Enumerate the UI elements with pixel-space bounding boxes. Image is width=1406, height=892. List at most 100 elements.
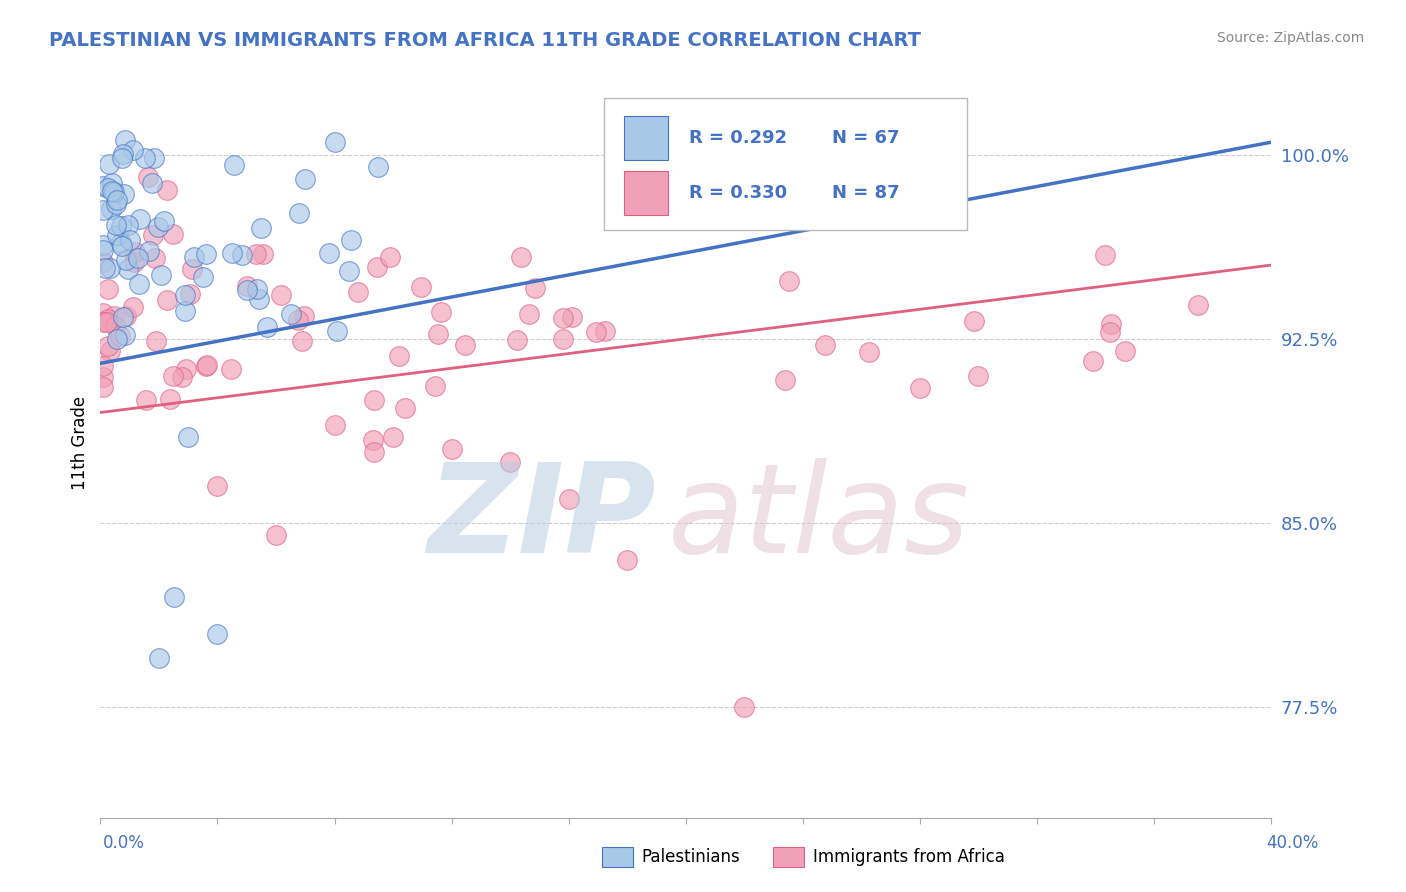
Point — [105, 228, 128, 243]
Text: R = 0.292: R = 0.292 — [689, 129, 787, 147]
Point — [773, 373, 796, 387]
Point — [142, 151, 165, 165]
Point — [122, 300, 145, 314]
Point — [430, 304, 453, 318]
Point — [291, 334, 314, 348]
Point — [146, 220, 169, 235]
Text: 40.0%: 40.0% — [1267, 834, 1319, 852]
Point — [127, 251, 149, 265]
Point — [91, 203, 114, 218]
Point — [162, 590, 184, 604]
Point — [1101, 317, 1123, 331]
Point — [91, 238, 114, 252]
Point — [91, 359, 114, 373]
Text: Immigrants from Africa: Immigrants from Africa — [813, 848, 1004, 866]
Point — [557, 491, 579, 506]
Point — [250, 221, 273, 235]
Point — [135, 393, 157, 408]
Point — [280, 307, 302, 321]
Point — [115, 253, 138, 268]
Point — [177, 430, 200, 444]
Point — [100, 184, 122, 198]
Bar — [624, 171, 668, 215]
Point — [553, 332, 575, 346]
Text: R = 0.330: R = 0.330 — [689, 184, 787, 202]
Point — [114, 133, 136, 147]
Point — [103, 309, 125, 323]
Point — [104, 318, 127, 333]
Point — [394, 401, 416, 416]
Point — [162, 369, 184, 384]
Point — [159, 392, 181, 406]
Point — [183, 250, 205, 264]
Text: Source: ZipAtlas.com: Source: ZipAtlas.com — [1216, 31, 1364, 45]
Point — [367, 160, 389, 174]
Point — [361, 433, 384, 447]
Point — [138, 244, 160, 258]
Point — [114, 327, 136, 342]
Point — [120, 233, 142, 247]
Point — [134, 151, 156, 165]
Point — [105, 332, 128, 346]
Point — [426, 326, 449, 341]
Point — [141, 176, 163, 190]
Text: N = 67: N = 67 — [832, 129, 900, 147]
Point — [194, 359, 217, 373]
Point — [91, 255, 114, 269]
Point — [110, 151, 132, 165]
Point — [194, 247, 217, 261]
Point — [97, 181, 120, 195]
Point — [252, 247, 274, 261]
Point — [551, 310, 574, 325]
Point — [733, 700, 755, 714]
Point — [156, 293, 179, 307]
Point — [499, 455, 522, 469]
Point — [111, 238, 134, 252]
Point — [110, 219, 132, 233]
Point — [148, 651, 170, 665]
Text: ZIP: ZIP — [427, 458, 657, 579]
Point — [388, 349, 411, 363]
Point — [318, 246, 340, 260]
Text: PALESTINIAN VS IMMIGRANTS FROM AFRICA 11TH GRADE CORRELATION CHART: PALESTINIAN VS IMMIGRANTS FROM AFRICA 11… — [49, 31, 921, 50]
Point — [173, 287, 195, 301]
Point — [122, 255, 145, 269]
Point — [454, 338, 477, 352]
Point — [382, 430, 405, 444]
Point — [326, 324, 349, 338]
Point — [97, 157, 120, 171]
Point — [616, 553, 638, 567]
Point — [195, 358, 218, 372]
Point — [111, 310, 134, 325]
Point — [172, 370, 194, 384]
Point — [585, 325, 607, 339]
Point — [124, 245, 146, 260]
Point — [117, 218, 139, 232]
Point — [153, 214, 176, 228]
Point — [149, 268, 172, 282]
Point — [91, 243, 114, 257]
Point — [115, 309, 138, 323]
Text: atlas: atlas — [668, 458, 970, 579]
Point — [96, 315, 118, 329]
Bar — [624, 117, 668, 160]
Point — [121, 143, 143, 157]
Point — [292, 309, 315, 323]
Point — [98, 343, 121, 358]
Point — [224, 158, 246, 172]
Point — [98, 261, 121, 276]
Point — [179, 287, 201, 301]
Point — [1099, 325, 1122, 339]
Point — [162, 227, 184, 241]
Point — [294, 172, 316, 186]
Point — [91, 179, 114, 194]
Point — [363, 444, 385, 458]
Point — [270, 287, 292, 301]
Point — [517, 307, 540, 321]
Point — [231, 248, 253, 262]
Text: Palestinians: Palestinians — [641, 848, 740, 866]
Point — [813, 338, 835, 352]
Point — [128, 277, 150, 292]
Point — [1083, 354, 1105, 368]
Text: 0.0%: 0.0% — [103, 834, 145, 852]
